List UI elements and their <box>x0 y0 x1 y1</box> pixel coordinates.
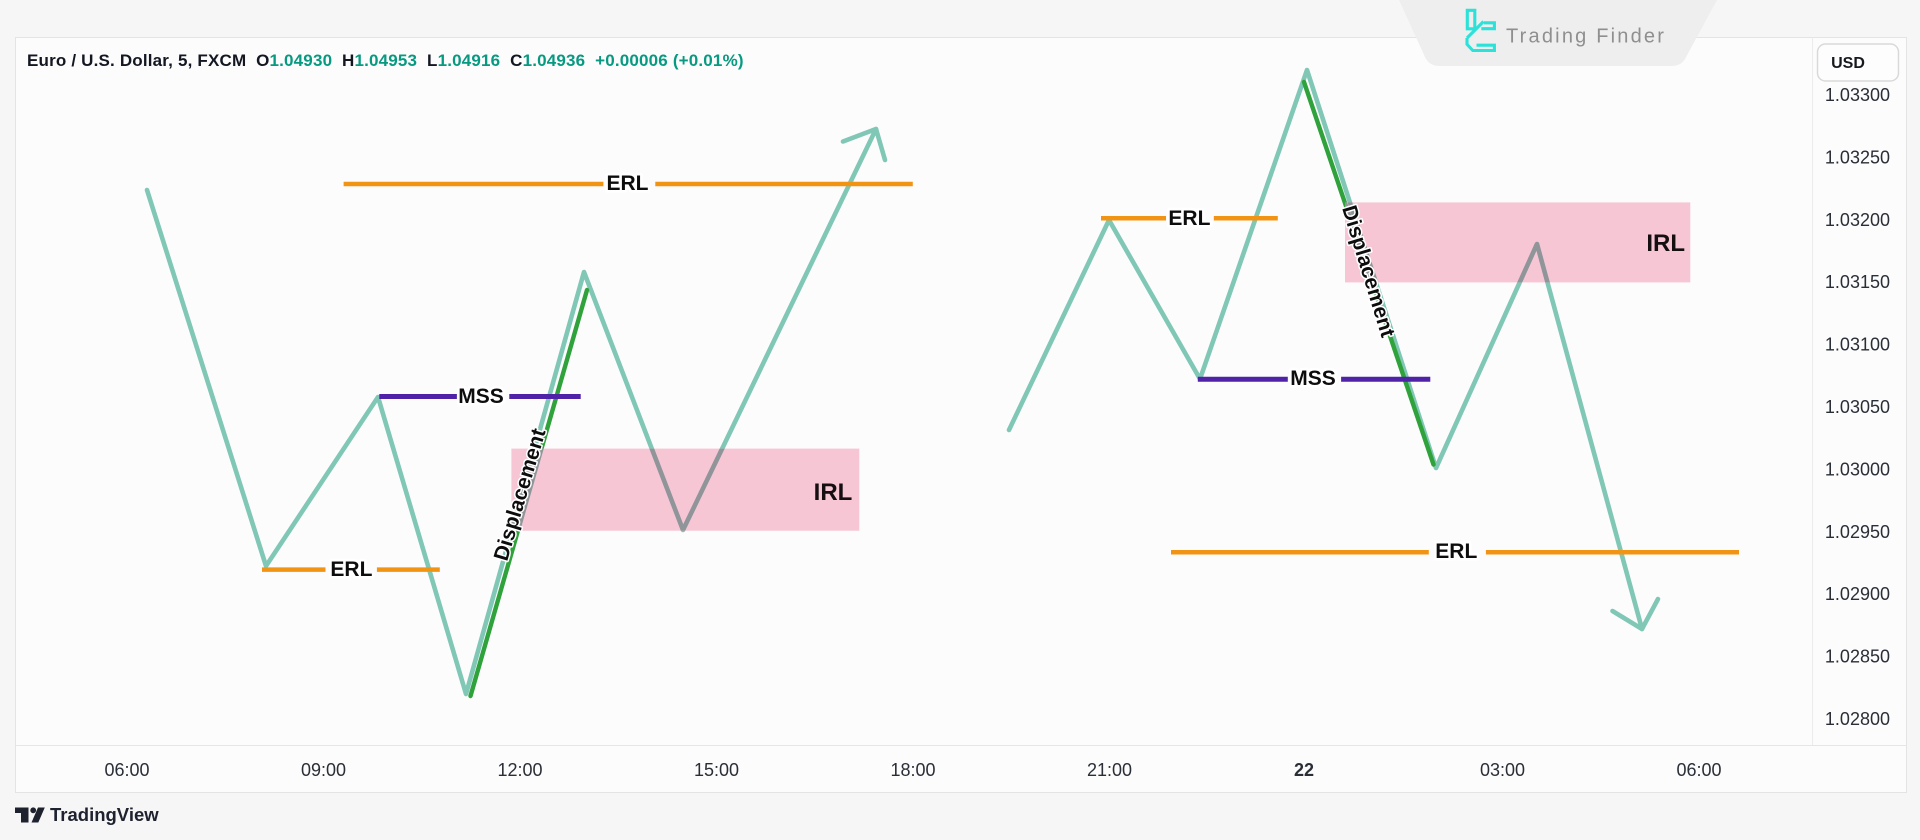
svg-text:06:00: 06:00 <box>1676 760 1721 780</box>
svg-text:15:00: 15:00 <box>694 760 739 780</box>
svg-text:21:00: 21:00 <box>1087 760 1132 780</box>
svg-text:ERL: ERL <box>1168 207 1210 230</box>
svg-text:TradingView: TradingView <box>50 804 159 825</box>
svg-text:1.03150: 1.03150 <box>1825 272 1890 292</box>
svg-text:1.03200: 1.03200 <box>1825 210 1890 230</box>
svg-text:1.02950: 1.02950 <box>1825 522 1890 542</box>
svg-text:03:00: 03:00 <box>1480 760 1525 780</box>
svg-text:Euro / U.S. Dollar, 5, FXCM O: Euro / U.S. Dollar, 5, FXCM O1.04930 H1.… <box>27 51 744 70</box>
svg-text:1.03050: 1.03050 <box>1825 397 1890 417</box>
svg-text:MSS: MSS <box>458 385 504 408</box>
svg-text:MSS: MSS <box>1290 367 1336 390</box>
svg-text:18:00: 18:00 <box>890 760 935 780</box>
svg-text:1.03000: 1.03000 <box>1825 459 1890 479</box>
svg-text:12:00: 12:00 <box>497 760 542 780</box>
svg-text:Trading Finder: Trading Finder <box>1506 26 1666 48</box>
svg-text:ERL: ERL <box>330 558 372 581</box>
svg-text:1.03100: 1.03100 <box>1825 335 1890 355</box>
svg-text:06:00: 06:00 <box>104 760 149 780</box>
svg-text:ERL: ERL <box>607 172 649 195</box>
svg-text:IRL: IRL <box>1646 230 1685 257</box>
svg-text:1.03250: 1.03250 <box>1825 147 1890 167</box>
svg-text:IRL: IRL <box>814 479 853 506</box>
svg-text:ERL: ERL <box>1435 540 1477 563</box>
svg-text:1.03300: 1.03300 <box>1825 85 1890 105</box>
svg-text:1.02900: 1.02900 <box>1825 584 1890 604</box>
svg-text:22: 22 <box>1294 760 1314 780</box>
svg-text:USD: USD <box>1831 55 1865 72</box>
svg-text:1.02800: 1.02800 <box>1825 709 1890 729</box>
svg-text:09:00: 09:00 <box>301 760 346 780</box>
svg-text:1.02850: 1.02850 <box>1825 647 1890 667</box>
